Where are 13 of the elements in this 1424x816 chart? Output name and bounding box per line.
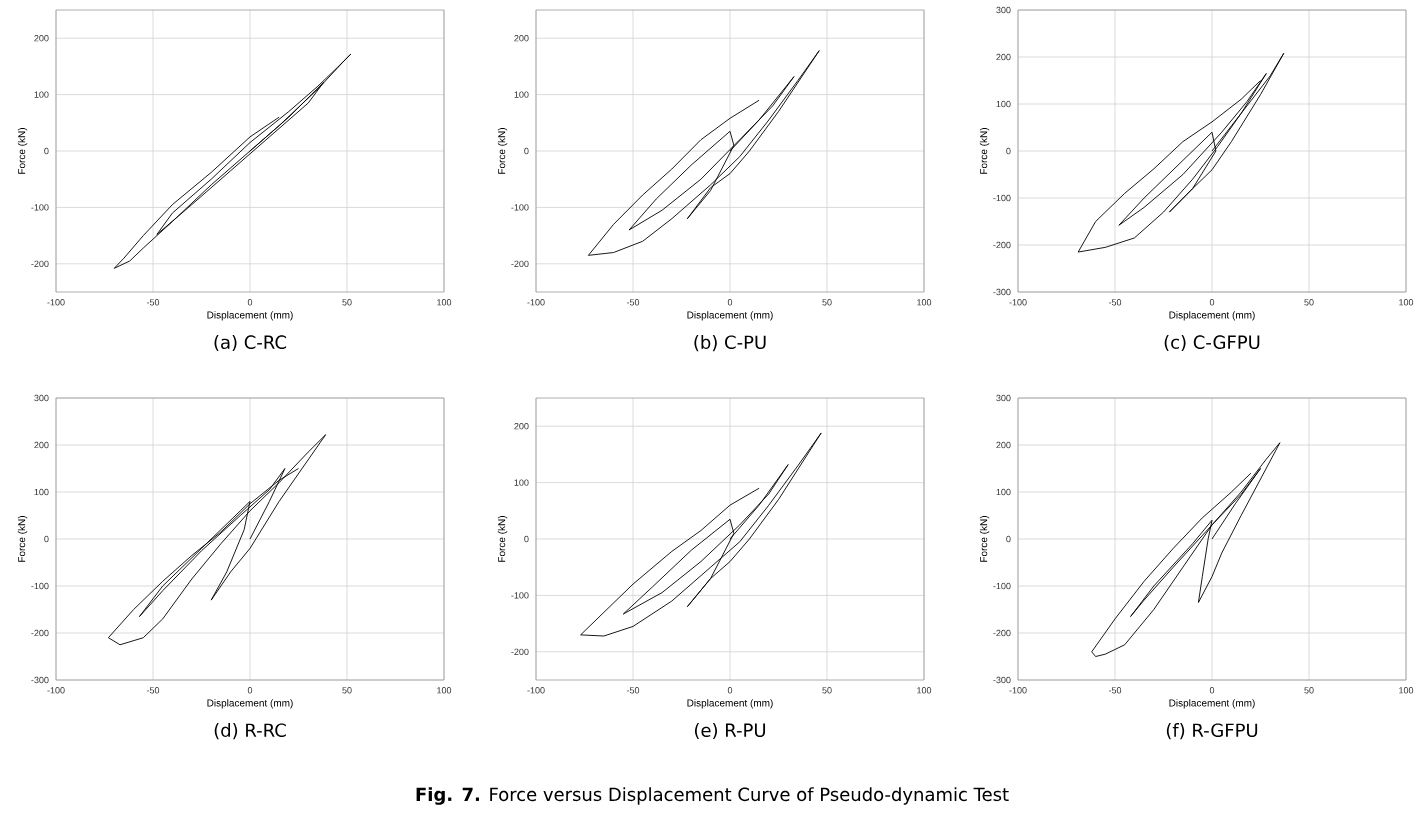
line-series [107,434,327,646]
text: (b) C-PU [694,335,766,352]
line-series [1077,52,1285,253]
line-series [587,50,820,256]
text: (d) R-RC [214,723,286,740]
line-series [113,53,352,269]
text: (c) C-GFPU [1164,335,1260,352]
line-series [1091,442,1281,657]
text: (f) R-GFPU [1166,723,1258,740]
text: Fig. 7. Force versus Displacement Curve of Pseudo-dynamic Test [416,787,1009,805]
line-series [580,432,822,637]
text: (e) R-PU [694,723,766,740]
text: (a) C-RC [214,335,287,352]
